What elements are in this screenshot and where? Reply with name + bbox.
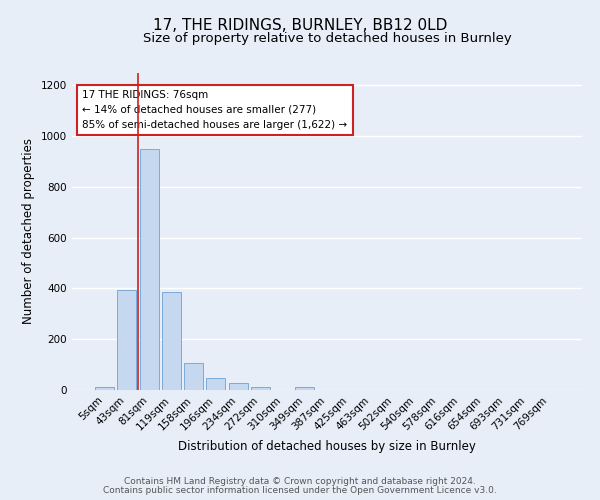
Bar (206, 378, 225, 390)
Bar (295, 387, 314, 390)
Y-axis label: Number of detached properties: Number of detached properties (22, 138, 35, 324)
Bar (162, 292, 181, 390)
Text: Contains HM Land Registry data © Crown copyright and database right 2024.: Contains HM Land Registry data © Crown c… (124, 477, 476, 486)
Bar (95, 388, 114, 390)
Text: Contains public sector information licensed under the Open Government Licence v3: Contains public sector information licen… (103, 486, 497, 495)
Title: Size of property relative to detached houses in Burnley: Size of property relative to detached ho… (143, 32, 511, 45)
Text: 17 THE RIDINGS: 76sqm
← 14% of detached houses are smaller (277)
85% of semi-det: 17 THE RIDINGS: 76sqm ← 14% of detached … (82, 90, 347, 130)
Text: 17, THE RIDINGS, BURNLEY, BB12 0LD: 17, THE RIDINGS, BURNLEY, BB12 0LD (153, 18, 447, 32)
Bar (184, 362, 203, 390)
Bar (251, 387, 270, 390)
X-axis label: Distribution of detached houses by size in Burnley: Distribution of detached houses by size … (178, 440, 476, 453)
Bar (118, 290, 136, 390)
Bar (140, 148, 158, 390)
Bar (229, 383, 248, 390)
